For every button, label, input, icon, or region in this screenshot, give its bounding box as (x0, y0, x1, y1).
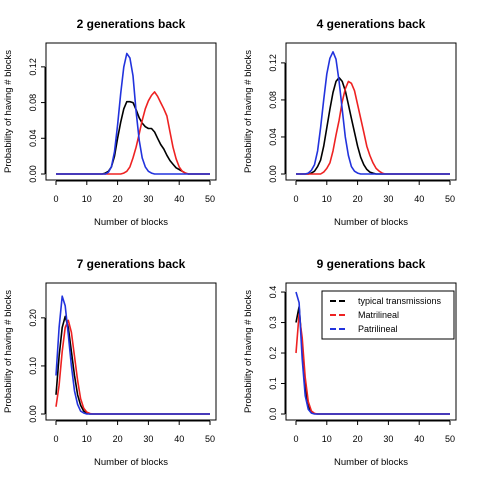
x-axis-label: Number of blocks (94, 217, 168, 228)
plot-frame (45, 42, 217, 181)
x-tick-label: 0 (53, 194, 58, 204)
x-tick-label: 40 (414, 194, 424, 204)
y-tick-label: 0.00 (28, 405, 38, 423)
y-tick-label: 0.10 (28, 357, 38, 375)
y-tick-label: 0.20 (28, 309, 38, 327)
panel-title: 7 generations back (77, 257, 186, 271)
x-axis-label: Number of blocks (334, 457, 408, 468)
legend-entry: Matrilineal (358, 310, 399, 320)
x-axis-label: Number of blocks (94, 457, 168, 468)
x-tick-label: 30 (143, 194, 153, 204)
panel-title: 4 generations back (317, 17, 426, 31)
series-line-patrilineal (55, 295, 210, 415)
x-tick-label: 20 (113, 194, 123, 204)
y-tick-label: 0.4 (268, 286, 278, 299)
x-tick-label: 0 (293, 194, 298, 204)
x-tick-label: 30 (383, 434, 393, 444)
series-line-patrilineal (56, 52, 210, 175)
x-axis-label: Number of blocks (334, 217, 408, 228)
chart-panel-3: 7 generations back 0 10 20 30 40 50 0.00 0.10 0.2… (3, 257, 217, 468)
y-tick-label: 0.00 (268, 165, 278, 183)
y-tick-label: 0.0 (268, 408, 278, 421)
plot-frame (285, 282, 457, 421)
y-tick-label: 0.00 (28, 165, 38, 183)
y-tick-label: 0.2 (268, 347, 278, 360)
chart-panel-2: 4 generations back 0 10 20 30 40 50 0.00 0.04 0.0… (243, 17, 457, 228)
y-tick-label: 0.08 (28, 94, 38, 112)
x-tick-label: 50 (445, 194, 455, 204)
panel-title: 2 generations back (77, 17, 186, 31)
x-tick-label: 10 (82, 434, 92, 444)
x-tick-label: 50 (205, 434, 215, 444)
y-tick-label: 0.12 (28, 58, 38, 76)
x-tick-label: 30 (383, 194, 393, 204)
y-axis-label: Probability of having # blocks (3, 50, 14, 173)
series-line-patrilineal (295, 291, 450, 415)
x-tick-label: 10 (82, 194, 92, 204)
chart-panel-4: 9 generations back 0 10 20 30 40 50 0.0 0.1 0.2 0.… (243, 257, 457, 468)
y-tick-label: 0.04 (268, 128, 278, 146)
y-axis-label: Probability of having # blocks (243, 290, 254, 413)
x-tick-label: 0 (53, 434, 58, 444)
x-tick-label: 30 (143, 434, 153, 444)
series-line-typical-transmissions (56, 100, 210, 175)
x-tick-label: 20 (113, 434, 123, 444)
y-tick-label: 0.3 (268, 316, 278, 329)
y-axis-label: Probability of having # blocks (243, 50, 254, 173)
series-line-typical-transmissions (296, 76, 450, 175)
x-tick-label: 10 (322, 194, 332, 204)
series-line-patrilineal (296, 50, 450, 175)
plot-frame (45, 282, 217, 421)
x-tick-label: 10 (322, 434, 332, 444)
legend-entry: typical transmissions (358, 296, 442, 306)
x-tick-label: 50 (445, 434, 455, 444)
x-tick-label: 50 (205, 194, 215, 204)
y-tick-label: 0.1 (268, 377, 278, 390)
x-tick-label: 20 (353, 434, 363, 444)
series-line-typical-transmissions (55, 315, 210, 415)
legend-entry: Patrilineal (358, 324, 398, 334)
y-tick-label: 0.12 (268, 54, 278, 72)
legend: typical transmissions Matrilineal Patrilin… (321, 290, 455, 340)
y-tick-label: 0.04 (28, 130, 38, 148)
x-tick-label: 0 (293, 434, 298, 444)
x-tick-label: 40 (174, 194, 184, 204)
panel-title: 9 generations back (317, 257, 426, 271)
plot-frame (285, 42, 457, 181)
series-line-matrilineal (296, 80, 450, 175)
y-tick-label: 0.08 (268, 91, 278, 109)
chart-panel-1: 2 generations back 0 10 20 30 40 50 0.00 0.04 0.0… (3, 17, 217, 228)
x-tick-label: 40 (174, 434, 184, 444)
y-axis-label: Probability of having # blocks (3, 290, 14, 413)
x-tick-label: 20 (353, 194, 363, 204)
x-tick-label: 40 (414, 434, 424, 444)
